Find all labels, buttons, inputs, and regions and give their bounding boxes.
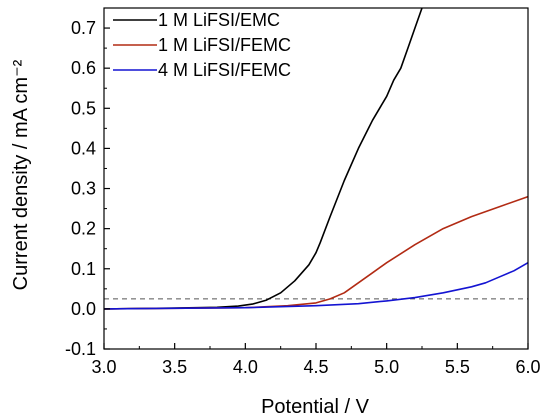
y-tick-label: 0.5	[71, 98, 96, 118]
x-axis-title: Potential / V	[261, 396, 370, 418]
y-tick-label: 0.7	[71, 18, 96, 38]
legend-label-1: 1 M LiFSI/EMC	[158, 10, 280, 30]
y-axis-title: Current density / mA cm⁻²	[10, 59, 32, 290]
legend-label-2: 1 M LiFSI/FEMC	[158, 35, 291, 55]
x-tick-label: 6.0	[515, 357, 540, 377]
x-tick-label: 3.0	[91, 357, 116, 377]
series-line-2	[104, 195, 528, 310]
series-line-3	[104, 262, 528, 310]
x-tick-label: 4.5	[303, 357, 328, 377]
axes: 3.0 3.5 4.0 4.5 5.0 5.5 6.0 -0.1 0.0 0.1 0.2 0.3 0.4…	[65, 7, 541, 377]
series-line-1	[104, 8, 423, 310]
legend-label-3: 4 M LiFSI/FEMC	[158, 60, 291, 80]
legend: 1 M LiFSI/EMC 1 M LiFSI/FEMC 4 M LiFSI/FEM…	[113, 10, 291, 80]
y-tick-label: 0.1	[71, 259, 96, 279]
x-tick-label: 5.5	[445, 357, 470, 377]
y-tick-label: 0.4	[71, 138, 96, 158]
y-tick-label: 0.6	[71, 58, 96, 78]
x-tick-label: 4.0	[233, 357, 258, 377]
y-tick-label: -0.1	[65, 339, 96, 359]
y-tick-label: 0.0	[71, 299, 96, 319]
plot-area	[104, 8, 528, 310]
x-tick-label: 3.5	[162, 357, 187, 377]
y-tick-label: 0.3	[71, 179, 96, 199]
x-tick-label: 5.0	[374, 357, 399, 377]
y-tick-label: 0.2	[71, 219, 96, 239]
